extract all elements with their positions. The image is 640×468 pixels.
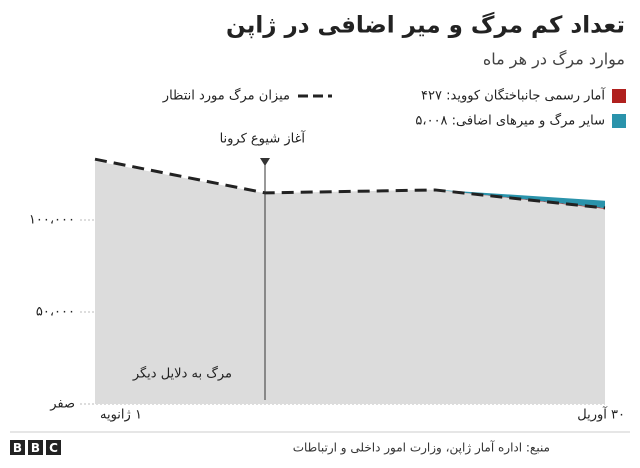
- y-tick-label: ۱۰۰،۰۰۰: [29, 212, 75, 227]
- area: [95, 161, 605, 404]
- logo-letter: B: [13, 441, 22, 455]
- legend-swatch: [612, 89, 626, 103]
- chart-title: تعداد کم مرگ و میر اضافی در ژاپن: [226, 12, 625, 39]
- x-tick-label: ۱ ژانویه: [100, 408, 142, 423]
- area-label: مرگ به دلایل دیگر: [132, 365, 232, 382]
- logo-letter: B: [31, 441, 40, 455]
- logo-boxes: [10, 440, 61, 455]
- legend-label: سایر مرگ و میرهای اضافی: ۵،۰۰۸: [415, 112, 605, 129]
- legend-label: آمار رسمی جانباختگان کووید: ۴۲۷: [421, 87, 606, 104]
- y-tick-label: ۵۰،۰۰۰: [36, 304, 75, 319]
- chart-subtitle: موارد مرگ در هر ماه: [483, 50, 625, 70]
- annotation: آغاز شیوع کرونا: [220, 130, 307, 147]
- legend-label: میزان مرگ مورد انتظار: [162, 87, 290, 104]
- event-marker: [260, 158, 270, 166]
- x-tick-label: ۳۰ آوریل: [577, 406, 625, 423]
- legend-swatch: [612, 114, 626, 128]
- expected-line: [94, 157, 606, 210]
- logo-letter: C: [49, 441, 58, 455]
- source: منبع: اداره آمار ژاپن، وزارت امور داخلی …: [293, 440, 550, 456]
- y-tick-label: صفر: [49, 397, 75, 412]
